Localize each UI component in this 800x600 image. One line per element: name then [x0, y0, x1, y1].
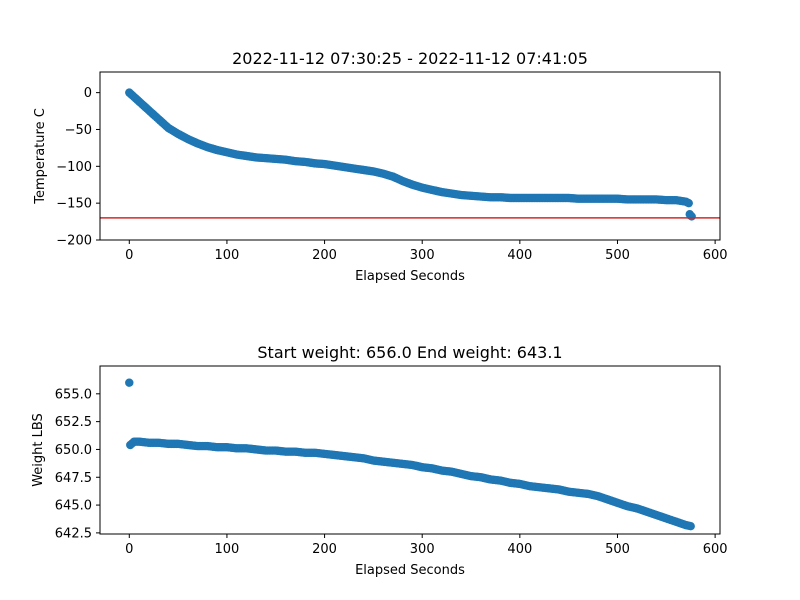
x-tick-label: 100: [215, 542, 240, 557]
y-tick-label: 647.5: [55, 471, 92, 486]
weight-chart: Start weight: 656.0 End weight: 643.1 0 1…: [31, 343, 728, 578]
x-tick-label: 600: [703, 542, 728, 557]
data-point: [686, 522, 695, 531]
temperature-chart-title: 2022-11-12 07:30:25 - 2022-11-12 07:41:0…: [232, 49, 588, 68]
temperature-y-axis-label: Temperature C: [33, 108, 48, 205]
data-point: [125, 378, 134, 387]
y-tick-label: −150: [56, 197, 92, 212]
y-tick-label: 642.5: [55, 526, 92, 541]
x-tick-label: 600: [703, 248, 728, 263]
temperature-points: [125, 88, 696, 221]
y-tick-label: −100: [56, 160, 92, 175]
data-point: [687, 212, 696, 221]
y-tick-label: 0: [84, 86, 92, 101]
temperature-x-ticks: 0 100 200 300 400 500 600: [125, 240, 728, 263]
x-tick-label: 200: [312, 248, 337, 263]
y-tick-label: −50: [65, 123, 92, 138]
y-tick-label: 650.0: [55, 443, 92, 458]
x-tick-label: 500: [605, 248, 630, 263]
x-tick-label: 500: [605, 542, 630, 557]
temperature-y-ticks: 0 −50 −100 −150 −200: [56, 86, 100, 249]
y-tick-label: 655.0: [55, 387, 92, 402]
weight-y-ticks: 642.5 645.0 647.5 650.0 652.5 655.0: [55, 387, 100, 541]
x-tick-label: 0: [125, 542, 133, 557]
x-tick-label: 0: [125, 248, 133, 263]
y-tick-label: 652.5: [55, 415, 92, 430]
y-tick-label: −200: [56, 234, 92, 249]
x-tick-label: 400: [507, 542, 532, 557]
temperature-x-axis-label: Elapsed Seconds: [355, 269, 465, 284]
weight-x-axis-label: Elapsed Seconds: [355, 563, 465, 578]
y-tick-label: 645.0: [55, 499, 92, 514]
weight-points: [125, 378, 695, 531]
x-tick-label: 200: [312, 542, 337, 557]
temperature-chart: 2022-11-12 07:30:25 - 2022-11-12 07:41:0…: [33, 49, 728, 284]
weight-y-axis-label: Weight LBS: [31, 413, 46, 487]
weight-chart-title: Start weight: 656.0 End weight: 643.1: [257, 343, 562, 362]
temperature-plot-frame: [99, 71, 721, 241]
weight-x-ticks: 0 100 200 300 400 500 600: [125, 534, 728, 557]
x-tick-label: 100: [215, 248, 240, 263]
data-point: [684, 198, 693, 208]
weight-plot-frame: [99, 365, 721, 535]
x-tick-label: 400: [507, 248, 532, 263]
x-tick-label: 300: [410, 542, 435, 557]
x-tick-label: 300: [410, 248, 435, 263]
